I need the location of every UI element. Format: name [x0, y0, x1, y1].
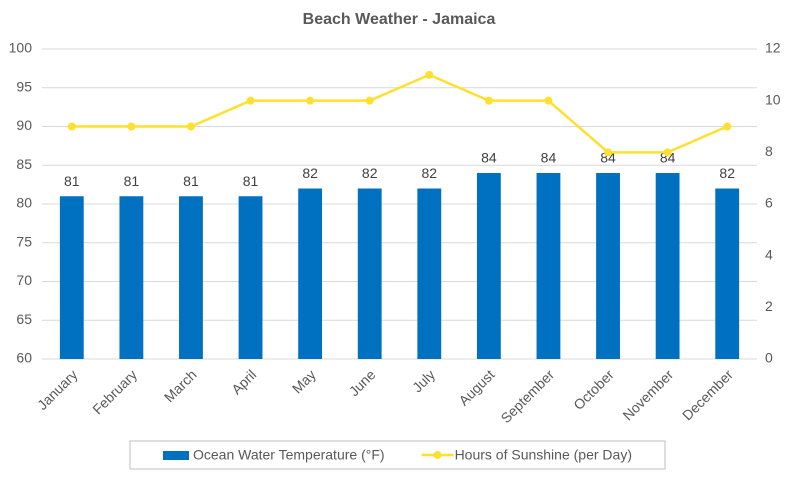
- y-tick-label: 60: [16, 350, 32, 366]
- y-tick-label: 90: [16, 117, 32, 133]
- line-marker: [365, 96, 374, 105]
- line-marker: [723, 122, 732, 131]
- bar: [596, 173, 620, 359]
- data-label: 81: [124, 173, 140, 189]
- chart-title: Beach Weather - Jamaica: [303, 11, 496, 28]
- x-tick-label: December: [679, 366, 736, 423]
- bar: [655, 173, 680, 359]
- bar: [357, 188, 382, 359]
- x-tick-label: September: [497, 366, 557, 426]
- line-marker: [425, 70, 434, 79]
- line-marker: [306, 96, 315, 105]
- legend-label: Hours of Sunshine (per Day): [455, 447, 632, 463]
- bar: [179, 196, 203, 359]
- x-tick-label: July: [409, 366, 438, 395]
- bar: [417, 188, 442, 359]
- y2-tick-label: 6: [765, 195, 773, 211]
- data-label: 84: [600, 150, 616, 166]
- x-tick-label: February: [89, 366, 140, 417]
- data-label: 82: [302, 165, 318, 181]
- line-marker: [186, 122, 195, 131]
- data-label: 84: [481, 150, 497, 166]
- y2-tick-label: 10: [765, 91, 781, 107]
- bar: [59, 196, 84, 359]
- y2-tick-label: 12: [765, 40, 781, 56]
- x-tick-label: March: [161, 366, 200, 405]
- data-label: 82: [422, 165, 438, 181]
- data-label: 81: [243, 173, 259, 189]
- line: [71, 73, 728, 154]
- x-tick-label: January: [34, 366, 81, 413]
- legend-swatch: [163, 451, 189, 460]
- y-tick-label: 95: [16, 78, 32, 94]
- data-label: 81: [183, 173, 199, 189]
- data-label: 82: [362, 165, 378, 181]
- legend-label: Ocean Water Temperature (°F): [193, 447, 385, 463]
- line-marker: [604, 148, 613, 157]
- y-tick-label: 65: [16, 311, 32, 327]
- line-marker: [484, 96, 493, 105]
- data-label: 84: [541, 150, 557, 166]
- x-tick-label: June: [346, 366, 379, 399]
- bar: [715, 188, 740, 359]
- line-marker: [246, 96, 255, 105]
- data-label: 81: [64, 173, 80, 189]
- bar: [238, 196, 263, 359]
- legend-swatch: [433, 451, 442, 459]
- y2-tick-label: 2: [765, 298, 773, 314]
- y2-tick-label: 4: [765, 246, 773, 262]
- data-label: 82: [719, 165, 735, 181]
- line-marker: [544, 96, 553, 105]
- data-label: 84: [660, 150, 676, 166]
- x-tick-label: November: [619, 366, 676, 423]
- x-tick-label: April: [228, 366, 259, 397]
- bar: [298, 188, 323, 359]
- y-tick-label: 75: [16, 233, 32, 249]
- legend-box: [129, 440, 666, 470]
- line-marker: [67, 122, 76, 131]
- x-tick-label: August: [455, 366, 497, 408]
- y2-tick-label: 0: [765, 350, 773, 366]
- bar: [476, 173, 501, 359]
- bar: [119, 196, 144, 359]
- line-marker: [663, 148, 672, 157]
- x-tick-label: October: [570, 366, 617, 413]
- x-tick-label: May: [289, 366, 319, 396]
- bar: [536, 173, 561, 359]
- y2-tick-label: 8: [765, 143, 773, 159]
- line-marker: [127, 122, 136, 131]
- y-tick-label: 70: [16, 272, 32, 288]
- y-tick-label: 80: [16, 195, 32, 211]
- y-tick-label: 85: [16, 156, 32, 172]
- y-tick-label: 100: [9, 40, 33, 56]
